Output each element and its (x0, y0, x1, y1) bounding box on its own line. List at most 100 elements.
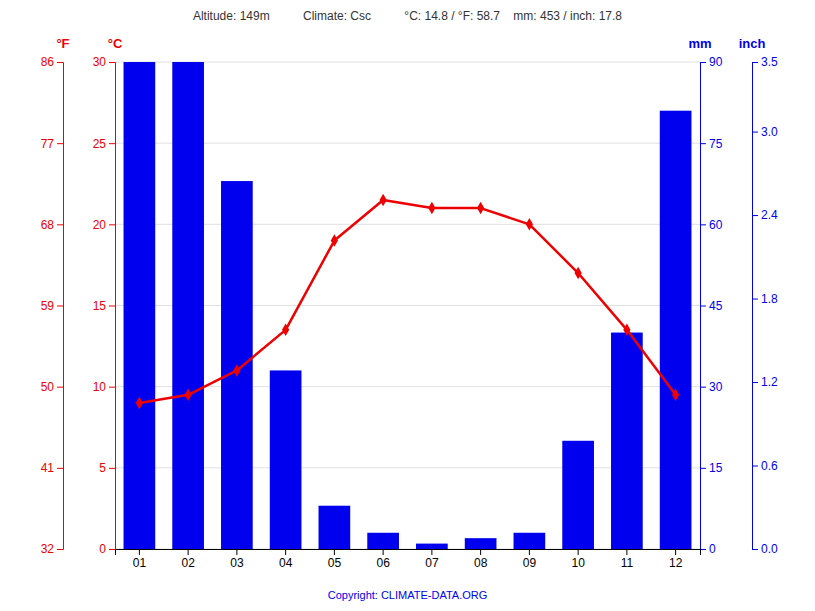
tick: 07 (425, 549, 439, 570)
chart: 0510152025303241505968778601530456075900… (0, 0, 815, 611)
tick-mark (109, 549, 115, 550)
marker (185, 389, 192, 401)
tick: 77 (41, 137, 63, 151)
tick-label: 60 (709, 218, 723, 232)
tick-mark (383, 549, 384, 555)
tick-mark (578, 549, 579, 555)
tick: 5 (99, 461, 115, 475)
tick: 50 (41, 380, 63, 394)
bar (221, 181, 253, 549)
tick: 03 (230, 549, 244, 570)
title: Altitude: 149m Climate: Csc °C: 14.8 / °… (193, 9, 622, 23)
marker (428, 202, 435, 214)
tick: 02 (181, 549, 195, 570)
tick-label: 68 (41, 218, 55, 232)
bar (562, 441, 594, 549)
tick: 0 (700, 542, 716, 556)
tick-label: 59 (41, 299, 55, 313)
tick-mark (700, 306, 706, 307)
bar (319, 506, 351, 549)
tick: 1.2 (752, 375, 778, 389)
tick: 0.0 (752, 542, 778, 556)
tick: 2.4 (752, 208, 778, 222)
tick-label: 03 (230, 556, 244, 570)
tick: 10 (571, 549, 585, 570)
tick: 75 (700, 137, 723, 151)
tick: 10 (93, 380, 115, 394)
tick: 15 (93, 299, 115, 313)
tick: 86 (41, 55, 63, 69)
tick-label: 0.6 (761, 459, 778, 473)
tick-mark (752, 382, 758, 383)
tick-mark (57, 549, 63, 550)
tick-label: 0.0 (761, 542, 778, 556)
axis-line (701, 63, 707, 550)
tick: 09 (523, 549, 537, 570)
tick-mark (752, 466, 758, 467)
tick-mark (285, 549, 286, 555)
tick-mark (752, 215, 758, 216)
tick-mark (700, 62, 706, 63)
y-axis: 051015202530 (93, 55, 116, 556)
tick-label: 06 (376, 556, 390, 570)
tick-label: 20 (93, 218, 107, 232)
tick-mark (529, 549, 530, 555)
annotation: Copyright: CLIMATE-DATA.ORG (328, 589, 488, 601)
tick-mark (236, 549, 237, 555)
tick-label: 09 (523, 556, 537, 570)
tick-label: 32 (41, 542, 55, 556)
tick-label: 77 (41, 137, 55, 151)
tick-mark (700, 387, 706, 388)
bar (416, 544, 448, 549)
tick-mark (139, 549, 140, 555)
tick: 0.6 (752, 459, 778, 473)
tick-label: 1.2 (761, 375, 778, 389)
axis-line (109, 63, 116, 550)
bar (172, 62, 204, 549)
tick: 3.0 (752, 125, 778, 139)
marker (233, 364, 240, 376)
marker (136, 397, 143, 409)
tick-mark (57, 143, 63, 144)
tick-label: 41 (41, 461, 55, 475)
y3-axis: 32 41 50 59 68 77 86 (41, 55, 64, 556)
tick: 41 (41, 461, 63, 475)
tick: 30 (93, 55, 115, 69)
grid (115, 62, 700, 549)
tick-label: 04 (279, 556, 293, 570)
tick: 1.8 (752, 292, 778, 306)
x-axis: 010203040506070809101112 (116, 549, 701, 570)
marker (380, 194, 387, 206)
marker (282, 324, 289, 336)
tick-label: 15 (709, 461, 723, 475)
tick: 01 (133, 549, 147, 570)
tick: 60 (700, 218, 723, 232)
tick-mark (109, 468, 115, 469)
tick-label: 30 (709, 380, 723, 394)
tick-label: 3.0 (761, 125, 778, 139)
axis-label: °C (108, 36, 123, 51)
tick-mark (57, 387, 63, 388)
tick-mark (700, 224, 706, 225)
tick: 20 (93, 218, 115, 232)
tick-mark (700, 143, 706, 144)
tick-mark (752, 299, 758, 300)
tick-label: 10 (93, 380, 107, 394)
y2-axis: 0153045607590 (700, 55, 723, 556)
tick-label: 11 (621, 556, 634, 570)
tick: 59 (41, 299, 63, 313)
bar-series (124, 62, 692, 549)
tick-label: 1.8 (761, 292, 778, 306)
tick-mark (188, 549, 189, 555)
tick: 68 (41, 218, 63, 232)
tick: 0 (99, 542, 115, 556)
bar (367, 533, 399, 549)
tick: 05 (328, 549, 342, 570)
tick-mark (626, 549, 627, 555)
tick: 3.5 (752, 55, 778, 69)
tick-mark (675, 549, 676, 555)
bar (660, 111, 692, 549)
bar (514, 533, 546, 549)
bar (611, 333, 643, 549)
tick-label: 15 (93, 299, 107, 313)
